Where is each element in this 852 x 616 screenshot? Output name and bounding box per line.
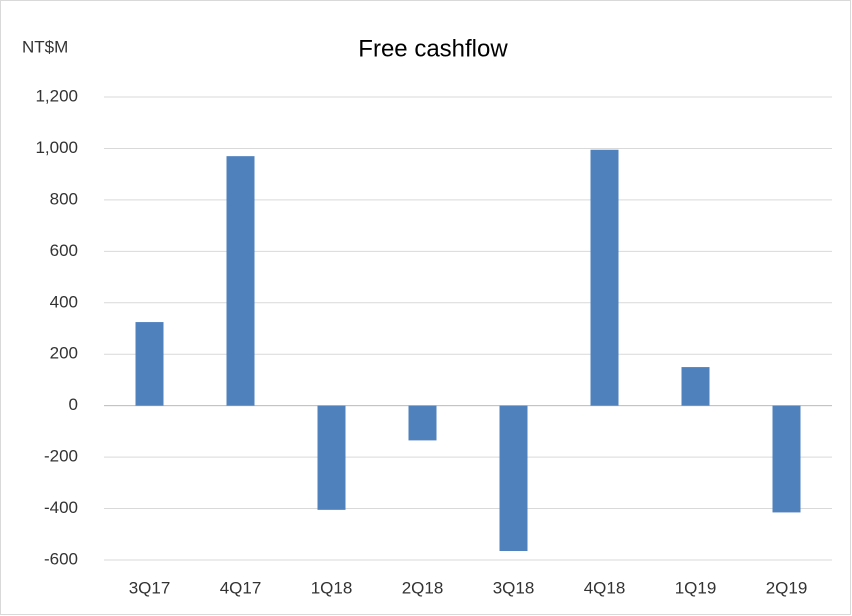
y-tick-label: -600 xyxy=(44,549,78,568)
y-tick-label: 600 xyxy=(50,241,78,260)
bar xyxy=(590,149,619,406)
y-tick-label: -200 xyxy=(44,447,78,466)
y-tick-label: 800 xyxy=(50,189,78,208)
x-tick-label: 4Q18 xyxy=(584,578,626,597)
x-tick-label: 4Q17 xyxy=(220,578,262,597)
x-tick-label: 3Q17 xyxy=(129,578,171,597)
bar xyxy=(135,322,164,406)
y-tick-label: 1,200 xyxy=(35,86,78,105)
x-tick-label: 1Q18 xyxy=(311,578,353,597)
x-tick-label: 2Q19 xyxy=(766,578,808,597)
x-tick-label: 1Q19 xyxy=(675,578,717,597)
bar xyxy=(226,156,255,406)
y-axis-label: NT$M xyxy=(22,37,68,56)
y-tick-label: 1,000 xyxy=(35,138,78,157)
y-tick-label: 200 xyxy=(50,344,78,363)
bar xyxy=(681,367,710,406)
bar xyxy=(499,405,528,551)
bar xyxy=(317,405,346,510)
x-tick-label: 3Q18 xyxy=(493,578,535,597)
x-tick-label: 2Q18 xyxy=(402,578,444,597)
chart-title: Free cashflow xyxy=(358,35,508,62)
bar xyxy=(772,405,801,513)
bar xyxy=(408,405,437,441)
y-tick-label: -400 xyxy=(44,498,78,517)
y-tick-label: 400 xyxy=(50,292,78,311)
y-tick-label: 0 xyxy=(69,395,78,414)
